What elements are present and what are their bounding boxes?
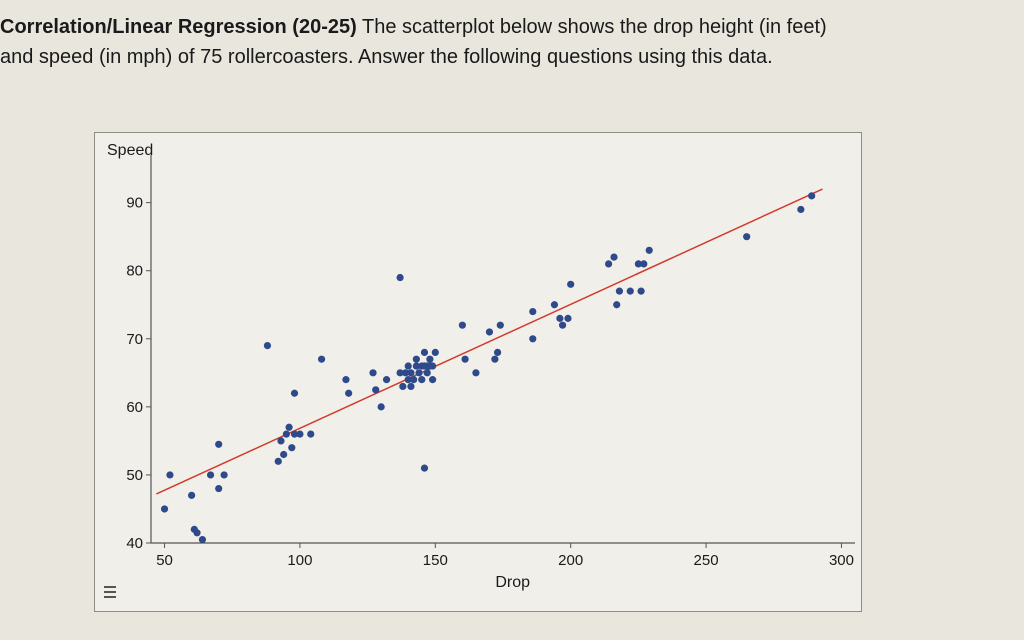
data-point [458, 321, 466, 329]
data-point [404, 376, 412, 384]
data-point [410, 376, 418, 384]
data-point [485, 328, 494, 336]
data-point [743, 233, 751, 241]
data-point [626, 287, 634, 295]
data-point [345, 389, 353, 397]
data-point [461, 355, 469, 363]
data-point [640, 260, 648, 268]
y-axis-title: Speed [107, 142, 153, 159]
data-point [342, 376, 350, 384]
regression-line [156, 188, 823, 495]
data-point [415, 369, 423, 377]
data-point [198, 535, 207, 544]
data-point [431, 348, 439, 357]
data-point [274, 457, 282, 465]
x-axis-title: Drop [495, 574, 530, 591]
data-point [420, 348, 429, 357]
data-point [423, 369, 431, 377]
data-point [407, 369, 415, 377]
x-tick-label: 250 [694, 552, 719, 569]
data-point [377, 403, 385, 411]
data-point [429, 376, 437, 384]
data-point [280, 450, 288, 459]
data-point [193, 529, 201, 537]
data-point [615, 287, 624, 295]
data-point [282, 430, 290, 438]
data-point [160, 505, 169, 513]
data-point [412, 355, 420, 363]
y-tick-label: 40 [126, 535, 143, 552]
y-tick-label: 90 [126, 195, 143, 212]
data-point [215, 484, 223, 493]
data-point [317, 355, 326, 363]
axis-ticks: 40 50 60 70 80 90 50 100 150 200 250 300 [126, 195, 854, 569]
data-point [645, 246, 653, 254]
x-tick-label: 50 [156, 552, 173, 569]
data-point [263, 341, 272, 350]
data-point [382, 376, 391, 384]
data-point [369, 369, 377, 377]
data-point [285, 423, 293, 431]
data-point [412, 362, 420, 370]
data-points [160, 192, 816, 544]
data-point [496, 321, 504, 329]
data-point [277, 437, 285, 445]
data-point [220, 471, 228, 479]
x-tick-label: 150 [423, 552, 448, 569]
data-point [290, 430, 299, 438]
data-point [215, 440, 223, 448]
x-tick-label: 300 [829, 552, 854, 569]
data-point [206, 471, 215, 479]
data-point [296, 430, 304, 438]
data-point [396, 369, 404, 377]
data-point [429, 362, 437, 370]
data-point [605, 260, 613, 268]
y-tick-label: 60 [126, 399, 143, 416]
question-text-1: The scatterplot below shows the drop hei… [356, 16, 827, 38]
data-point [401, 369, 410, 377]
data-point [307, 430, 315, 438]
y-tick-label: 80 [126, 263, 143, 280]
data-point [556, 314, 564, 322]
data-point [634, 260, 642, 268]
data-point [564, 314, 572, 322]
data-point [558, 321, 567, 329]
data-point [399, 382, 407, 391]
data-point [372, 386, 380, 394]
data-point [637, 287, 645, 295]
data-point [493, 348, 502, 357]
data-point [166, 471, 174, 479]
data-point [288, 444, 296, 452]
scatterplot: 40 50 60 70 80 90 50 100 150 200 250 300 Speed Drop [107, 142, 855, 591]
data-point [404, 362, 412, 370]
data-point [808, 192, 816, 200]
data-point [567, 280, 575, 288]
data-point [188, 491, 196, 499]
question-header-line-1: Correlation/Linear Regression (20-25) Th… [0, 14, 827, 40]
question-header-line-2: and speed (in mph) of 75 rollercoasters.… [0, 46, 773, 68]
data-point [529, 335, 537, 343]
data-point [797, 205, 805, 214]
data-point [550, 301, 559, 309]
y-tick-label: 70 [126, 331, 143, 348]
data-point [472, 369, 480, 377]
x-tick-label: 100 [287, 552, 312, 569]
data-point [290, 389, 299, 397]
x-tick-label: 200 [558, 552, 583, 569]
data-point [491, 355, 499, 363]
data-point [613, 301, 621, 309]
data-point [407, 382, 415, 391]
data-point [529, 307, 537, 316]
data-point [610, 253, 618, 261]
data-point [396, 273, 404, 282]
y-tick-label: 50 [126, 467, 143, 484]
data-point [426, 355, 434, 363]
section-title: Correlation/Linear Regression (20-25) [0, 16, 357, 38]
scatterplot-frame: 40 50 60 70 80 90 50 100 150 200 250 300 Speed Drop [94, 132, 862, 612]
data-point [420, 464, 429, 472]
menu-icon[interactable] [104, 586, 116, 600]
data-point [418, 376, 426, 384]
